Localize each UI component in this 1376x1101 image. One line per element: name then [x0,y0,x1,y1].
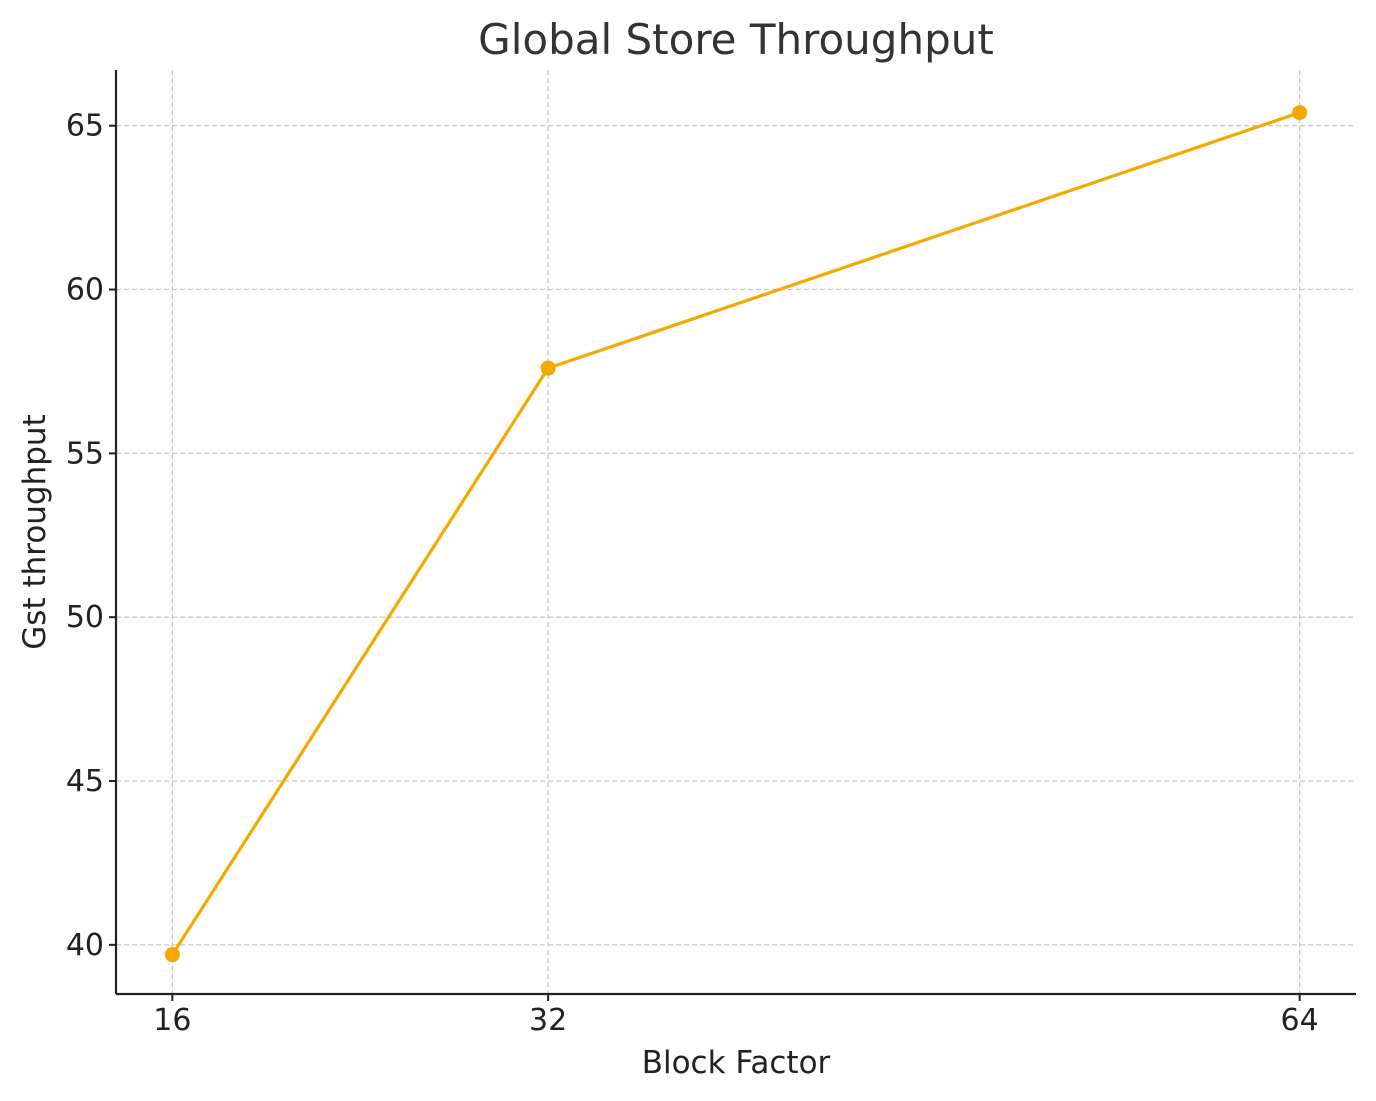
grid-layer [116,70,1356,994]
x-tick-label: 64 [1281,1003,1319,1038]
x-tick-label: 16 [153,1003,191,1038]
y-tick-label: 60 [66,273,104,308]
data-point [164,947,180,963]
series-layer [164,105,1308,963]
x-tick-label: 32 [529,1003,567,1038]
y-tick-label: 65 [66,109,104,144]
y-axis-label: Gst throughput [17,414,53,649]
y-tick-label: 45 [66,764,104,799]
y-tick-label: 55 [66,436,104,471]
y-tick-label: 40 [66,928,104,963]
data-point [1292,105,1308,121]
chart-title: Global Store Throughput [478,15,994,64]
y-tick-label: 50 [66,600,104,635]
x-axis-label: Block Factor [642,1045,831,1081]
axes-layer: 16 32 64 40 45 50 55 60 65 [66,70,1356,1038]
data-point [540,360,556,376]
series-line [171,111,1301,956]
